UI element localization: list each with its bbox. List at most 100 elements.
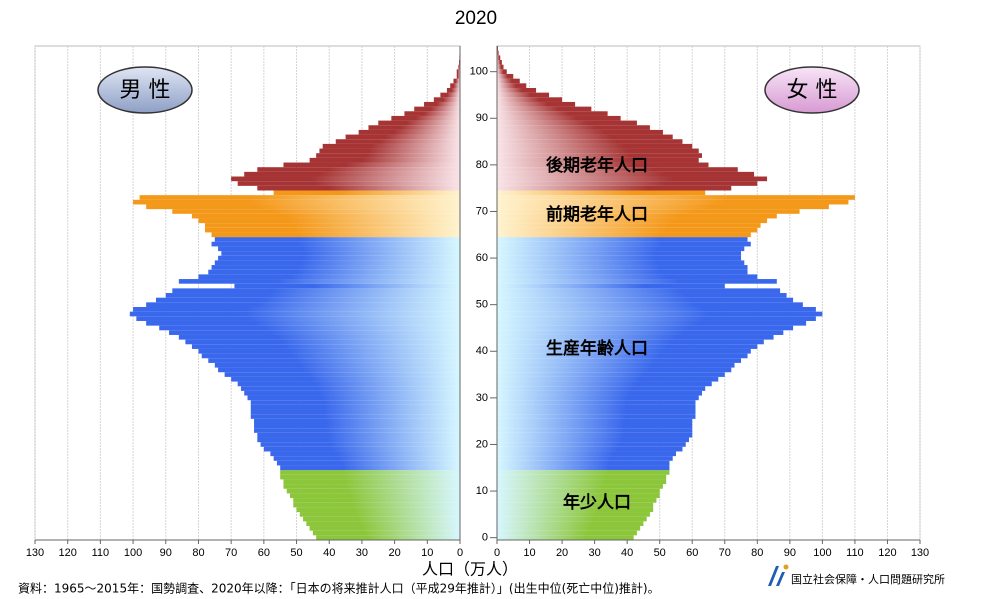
age-label: 100 [470,66,488,78]
female-bar [497,213,777,219]
male-bar [198,218,460,224]
x-tick-label: 60 [258,547,270,559]
male-bar [208,358,460,363]
male-bar [296,507,460,513]
female-bar [497,498,657,503]
female-bar [497,87,537,93]
female-bar [497,265,748,270]
x-tick-label: 30 [356,547,368,559]
male-bar [453,78,460,84]
male-bar [214,260,460,266]
x-tick-label: 100 [813,547,831,559]
female-bar [497,227,758,233]
x-tick-label: 10 [421,547,433,559]
male-bar [280,465,460,471]
male-bar [218,367,460,373]
female-bar [497,153,702,158]
male-bar [250,414,460,419]
female-bar [497,423,693,429]
male-bar [378,120,460,126]
male-bar [319,148,460,154]
female-bar [497,218,768,224]
female-bar [497,488,660,494]
female-bar [497,74,514,79]
female-bar [497,255,742,261]
x-tick-label: 130 [26,547,44,559]
male-bar [345,134,460,140]
age-label: 0 [482,532,488,544]
x-tick-label: 120 [878,547,896,559]
male-bar [240,386,460,391]
female-label: 女 性 [787,78,838,103]
male-bar [458,64,460,70]
female-bar [497,381,712,387]
female-bar [497,320,807,326]
male-bar [198,348,460,354]
male-bar [456,74,460,79]
male-bar [424,101,460,107]
male-bar [205,227,460,233]
female-bar [497,404,696,410]
female-bar [497,195,855,200]
x-tick-label: 50 [290,547,302,559]
male-bar [172,288,461,294]
male-bar [440,92,460,98]
female-bar [497,157,699,163]
male-bar [218,246,460,252]
female-bar [497,428,693,433]
male-bar [270,451,460,457]
male-bar [280,470,460,475]
female-bar [497,171,755,177]
male-bar [205,223,460,228]
female-bar [497,307,816,312]
male-bar [211,232,460,238]
female-bar [497,386,706,391]
female-bar [497,516,647,522]
female-bar [497,479,667,485]
female-bar [497,129,663,135]
female-bar [497,78,520,84]
male-bar [250,404,460,410]
male-bar [214,362,460,368]
female-bar [497,311,823,317]
female-bar [497,470,670,475]
female-bar [497,446,683,452]
male-bar [283,479,460,485]
female-bar [497,325,794,331]
female-bar [497,237,748,242]
male-bar [276,460,460,466]
male-bar [286,488,460,494]
group-label: 後期老年人口 [546,155,648,176]
female-bar [497,297,794,303]
female-bar [497,493,660,499]
male-bar [133,199,461,205]
logo-mark [768,564,789,586]
male-bar [257,185,460,191]
age-label: 70 [476,205,488,217]
female-bar [497,390,702,396]
x-tick-label: 90 [784,547,796,559]
female-bar [497,460,670,466]
female-bar [497,348,751,354]
x-tick-label: 110 [846,547,864,559]
male-bar [198,274,460,280]
male-bar [234,283,460,289]
x-tick-label: 10 [523,547,535,559]
age-label: 30 [476,392,488,404]
female-bar [497,190,706,196]
male-bar [159,325,460,331]
female-bar [497,83,527,88]
male-bar [391,115,460,121]
female-bar [497,372,725,377]
male-bar [316,535,460,540]
female-bar [497,162,709,168]
female-bar [497,120,637,126]
female-bar [497,111,608,116]
male-bar [404,111,460,116]
male-bar [263,446,460,452]
male-bar [309,157,460,163]
female-badge [764,66,860,114]
female-bar [497,395,699,401]
female-bar [497,288,781,294]
x-tick-label: 0 [457,547,463,559]
